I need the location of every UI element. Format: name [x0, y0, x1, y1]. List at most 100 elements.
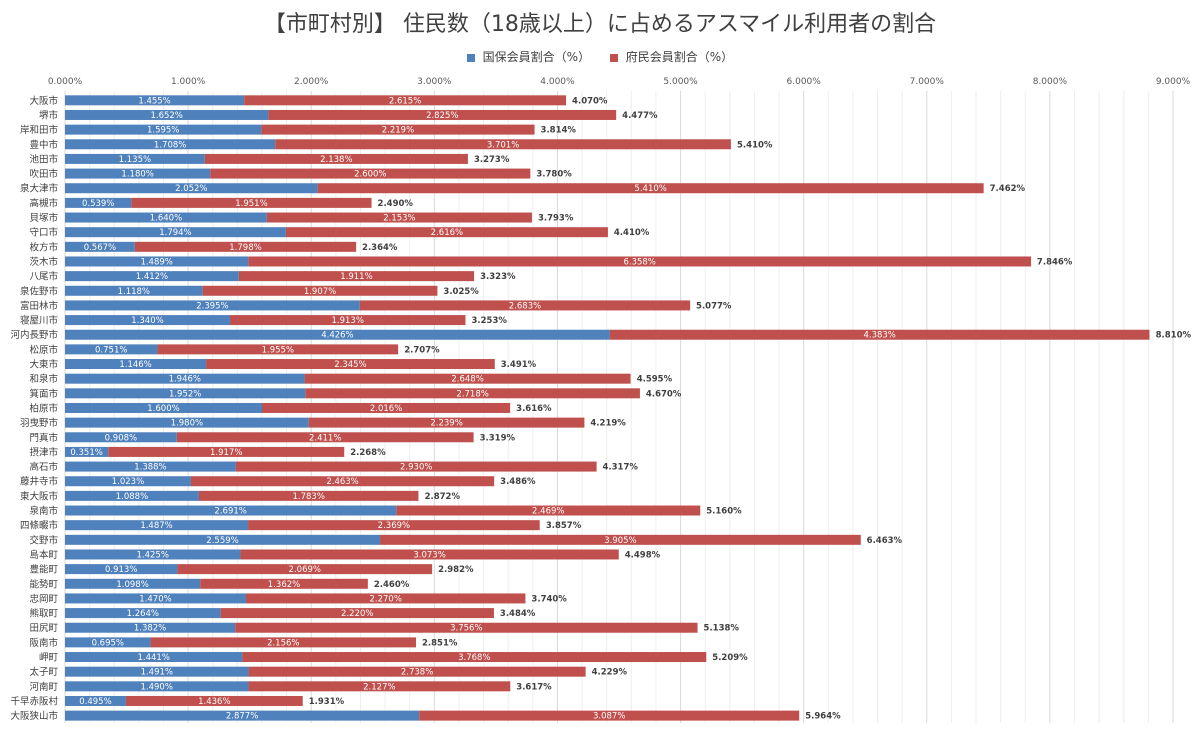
total-label: 4.070% — [572, 96, 608, 106]
data-label-fumin: 2.615% — [389, 96, 421, 106]
category-label: 泉大津市 — [20, 183, 59, 195]
category-label: 泉南市 — [29, 505, 58, 517]
bar-segment-fumin — [157, 344, 399, 355]
total-label: 8.810% — [1156, 331, 1192, 341]
bar-segment-kokuho — [65, 241, 135, 252]
bar-segment-kokuho — [65, 490, 199, 501]
bar-segment-fumin — [108, 446, 345, 457]
data-label-fumin: 3.701% — [487, 140, 519, 150]
data-label-fumin: 1.951% — [235, 199, 267, 209]
total-label: 3.486% — [500, 477, 536, 487]
bar-segment-fumin — [248, 666, 586, 677]
bar-segment-kokuho — [65, 681, 249, 692]
total-label: 3.323% — [480, 272, 516, 282]
category-label: 河内長野市 — [10, 329, 58, 341]
bar-segment-fumin — [200, 578, 368, 589]
category-label: 箕面市 — [29, 388, 58, 400]
bar-segment-kokuho — [65, 505, 397, 516]
bar-segment-fumin — [131, 197, 372, 208]
data-label-fumin: 1.911% — [340, 272, 372, 282]
total-label: 3.793% — [538, 214, 574, 224]
total-label: 2.851% — [422, 638, 458, 648]
category-label: 大阪狭山市 — [10, 710, 58, 722]
legend-swatch-fumin — [609, 53, 618, 62]
x-axis-ticks: 0.000% 1.000% 2.000% 3.000% 4.000% 5.000% 6.00… — [48, 77, 1191, 87]
bar-segment-fumin — [244, 95, 567, 106]
bar-segment-fumin — [235, 461, 597, 472]
bar-segment-fumin — [317, 183, 984, 194]
data-label-kokuho: 0.495% — [79, 697, 111, 707]
bar-segment-fumin — [609, 329, 1150, 340]
bar-segment-fumin — [177, 564, 433, 575]
data-label-kokuho: 2.877% — [226, 712, 258, 722]
bar-segment-kokuho — [65, 315, 230, 326]
bar-segment-kokuho — [65, 520, 249, 531]
data-label-kokuho: 1.180% — [121, 170, 153, 180]
bar-segment-kokuho — [65, 622, 236, 633]
bar-segment-kokuho — [65, 153, 205, 164]
x-tick-label: 7.000% — [910, 77, 945, 87]
bar-segment-fumin — [176, 432, 474, 443]
data-label-fumin: 3.087% — [593, 712, 625, 722]
chart-title: 【市町村別】 住民数（18歳以上）に占めるアスマイル利用者の割合 — [263, 12, 937, 37]
category-label: 高石市 — [29, 461, 58, 473]
total-label: 3.319% — [480, 433, 516, 443]
bar-segment-fumin — [198, 490, 419, 501]
total-label: 2.490% — [378, 199, 414, 209]
data-label-kokuho: 1.146% — [119, 360, 151, 370]
total-label: 3.740% — [531, 594, 567, 604]
data-label-fumin: 1.798% — [229, 243, 261, 253]
data-label-kokuho: 1.264% — [127, 609, 159, 619]
total-label: 3.780% — [536, 170, 572, 180]
legend-swatch-kokuho — [466, 53, 475, 62]
bar-segment-kokuho — [65, 461, 236, 472]
total-label: 3.273% — [474, 155, 510, 165]
bar-segment-fumin — [268, 109, 617, 120]
total-label: 4.219% — [590, 419, 626, 429]
bar-segment-fumin — [248, 256, 1032, 267]
data-label-kokuho: 1.980% — [171, 419, 203, 429]
category-label: 枚方市 — [29, 241, 58, 253]
data-label-fumin: 2.153% — [383, 214, 415, 224]
bar-segment-kokuho — [65, 417, 309, 428]
category-label: 熊取町 — [29, 608, 58, 620]
category-label: 豊中市 — [29, 139, 58, 151]
data-label-fumin: 2.219% — [382, 126, 414, 136]
data-label-kokuho: 0.751% — [95, 345, 127, 355]
data-label-fumin: 2.718% — [456, 389, 488, 399]
x-tick-label: 3.000% — [417, 77, 452, 87]
data-label-kokuho: 1.489% — [140, 257, 172, 267]
total-label: 2.707% — [404, 345, 440, 355]
x-tick-label: 1.000% — [171, 77, 206, 87]
data-label-kokuho: 1.441% — [137, 653, 169, 663]
bar-segment-fumin — [285, 227, 608, 238]
data-label-fumin: 2.683% — [509, 301, 541, 311]
category-label: 門真市 — [29, 432, 58, 444]
data-label-kokuho: 1.952% — [169, 389, 201, 399]
bar-segment-fumin — [220, 608, 494, 619]
bar-segment-fumin — [305, 388, 640, 399]
category-label: 岸和田市 — [20, 124, 59, 136]
total-label: 5.964% — [805, 712, 841, 722]
total-label: 3.025% — [443, 287, 479, 297]
bar-segment-kokuho — [65, 432, 177, 443]
category-label: 摂津市 — [29, 446, 58, 458]
bar-segment-kokuho — [65, 534, 381, 545]
total-label: 2.364% — [362, 243, 398, 253]
category-label: 和泉市 — [29, 373, 58, 385]
category-label: 交野市 — [29, 534, 58, 546]
category-label: 藤井寺市 — [20, 476, 59, 488]
legend-label-kokuho: 国保会員割合（%） — [482, 50, 591, 64]
bar-segment-fumin — [150, 637, 416, 648]
data-label-kokuho: 1.088% — [116, 492, 148, 502]
data-label-fumin: 2.616% — [431, 228, 463, 238]
category-label: 守口市 — [29, 227, 58, 239]
bar-segment-fumin — [261, 124, 535, 135]
data-label-fumin: 5.410% — [634, 184, 666, 194]
x-tick-label: 2.000% — [294, 77, 329, 87]
total-label: 5.077% — [696, 301, 732, 311]
data-label-fumin: 3.768% — [458, 653, 490, 663]
bar-segment-fumin — [304, 373, 631, 384]
bar-segment-fumin — [240, 549, 619, 560]
